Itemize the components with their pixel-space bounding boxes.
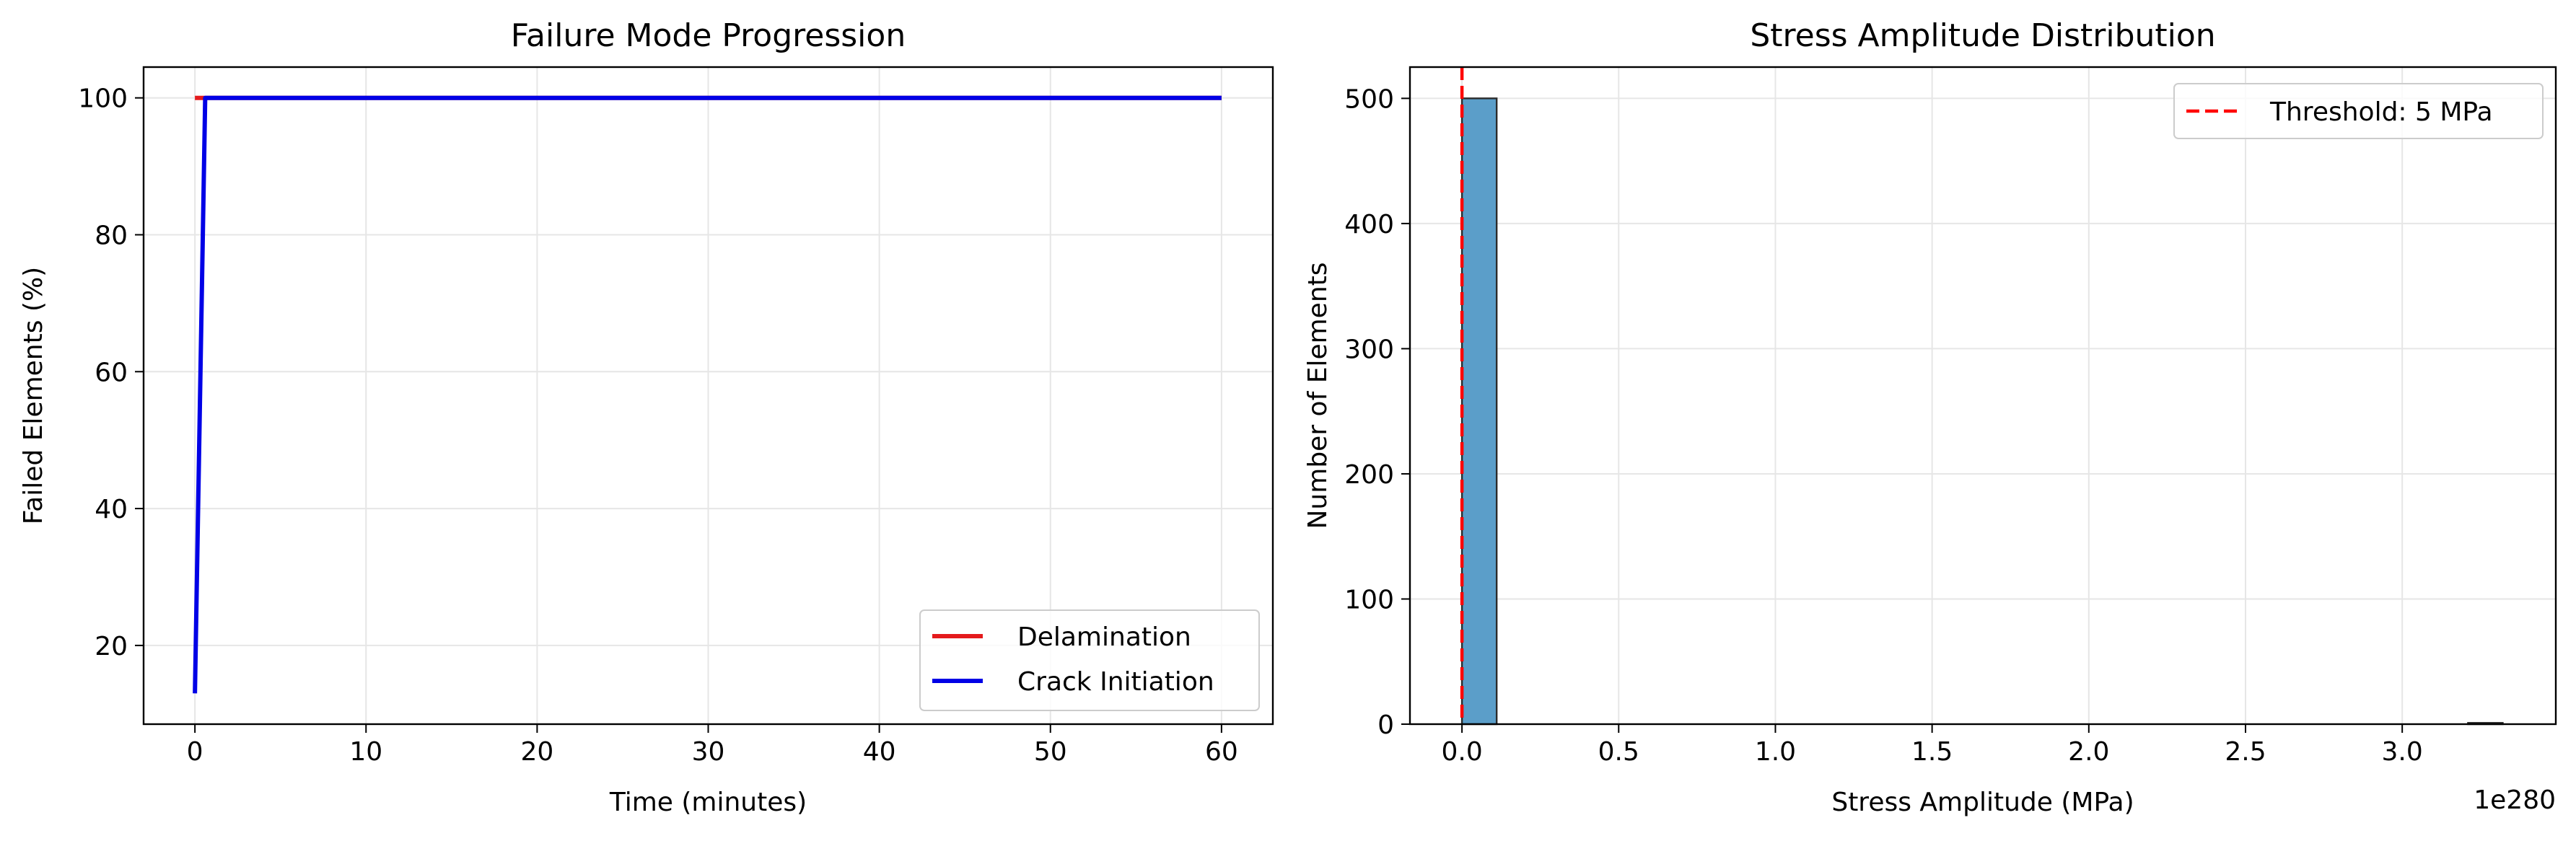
y-tick-label: 60 bbox=[95, 358, 128, 387]
legend-label-delamination: Delamination bbox=[1017, 622, 1191, 652]
y-tick-label: 400 bbox=[1344, 210, 1394, 239]
y-tick-label: 100 bbox=[1344, 585, 1394, 615]
x-tick-label: 1.0 bbox=[1755, 737, 1796, 767]
x-tick-label: 0.5 bbox=[1598, 737, 1639, 767]
y-tick-label: 100 bbox=[78, 84, 128, 114]
chart-title: Failure Mode Progression bbox=[511, 17, 906, 54]
x-tick-label: 60 bbox=[1205, 737, 1238, 767]
x-tick-label: 2.0 bbox=[2068, 737, 2109, 767]
chart-failure-mode-progression: 0 10 20 30 40 50 60 20 40 60 80 100 Failure Mode Pr… bbox=[19, 17, 1274, 817]
x-tick-label: 1.5 bbox=[1911, 737, 1953, 767]
y-tick-label: 200 bbox=[1344, 460, 1394, 490]
y-tick-label: 300 bbox=[1344, 335, 1394, 364]
axis-ticks: 0.0 0.5 1.0 1.5 2.0 2.5 3.0 0 100 200 300 400 500 bbox=[1344, 84, 2423, 767]
chart-title: Stress Amplitude Distribution bbox=[1750, 17, 2215, 54]
legend: Delamination Crack Initiation bbox=[919, 609, 1260, 711]
legend: Threshold: 5 MPa bbox=[2173, 83, 2544, 139]
y-tick-label: 80 bbox=[95, 221, 128, 250]
y-tick-label: 20 bbox=[95, 632, 128, 661]
x-tick-label: 3.0 bbox=[2382, 737, 2423, 767]
x-tick-label: 0.0 bbox=[1441, 737, 1482, 767]
x-tick-label: 50 bbox=[1034, 737, 1067, 767]
x-tick-label: 10 bbox=[349, 737, 382, 767]
legend-box bbox=[919, 609, 1260, 711]
x-axis-label: Time (minutes) bbox=[609, 788, 807, 817]
x-axis-offset-text: 1e280 bbox=[2474, 785, 2556, 815]
x-tick-label: 40 bbox=[863, 737, 896, 767]
legend-label-threshold: Threshold: 5 MPa bbox=[2269, 97, 2493, 127]
x-tick-label: 20 bbox=[520, 737, 553, 767]
histogram-bar bbox=[1460, 97, 1498, 726]
x-tick-label: 30 bbox=[692, 737, 725, 767]
y-axis-label: Number of Elements bbox=[1303, 262, 1333, 529]
x-axis-label: Stress Amplitude (MPa) bbox=[1831, 788, 2134, 817]
chart-stress-amplitude-distribution: 0.0 0.5 1.0 1.5 2.0 2.5 3.0 0 100 200 300 400 500 St… bbox=[1303, 17, 2557, 817]
x-tick-label: 2.5 bbox=[2225, 737, 2266, 767]
legend-label-crack-initiation: Crack Initiation bbox=[1017, 667, 1214, 697]
y-tick-label: 40 bbox=[95, 495, 128, 524]
grid bbox=[1410, 67, 2556, 725]
y-axis-label: Failed Elements (%) bbox=[19, 267, 48, 524]
series-line-crack-initiation bbox=[193, 95, 1222, 694]
plot-frame bbox=[1409, 66, 2557, 726]
y-tick-label: 500 bbox=[1344, 84, 1394, 114]
legend-box bbox=[2173, 83, 2544, 139]
plot-frame bbox=[142, 66, 1274, 726]
axis-ticks: 0 10 20 30 40 50 60 20 40 60 80 100 bbox=[78, 84, 1237, 767]
series-lines bbox=[193, 95, 1222, 694]
y-tick-label: 0 bbox=[1377, 710, 1394, 740]
x-tick-label: 0 bbox=[187, 737, 203, 767]
